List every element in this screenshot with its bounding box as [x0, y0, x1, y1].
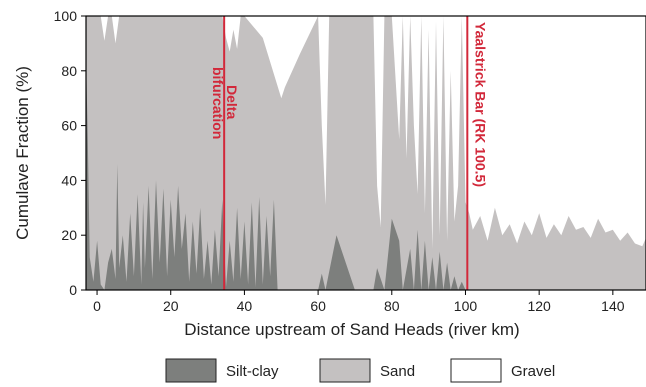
- annotation-1-line-1: Delta: [224, 85, 240, 119]
- x-axis: 0 20 40 60 80 100 120 140: [93, 290, 625, 314]
- legend: Silt-clay Sand Gravel: [165, 358, 555, 383]
- area-sand: [86, 16, 646, 290]
- y-tick-label: 20: [61, 227, 77, 243]
- legend-label-silt-clay: Silt-clay: [226, 363, 279, 380]
- legend-swatch-gravel: [450, 358, 502, 383]
- y-tick-label: 100: [54, 8, 78, 24]
- x-tick-label: 20: [163, 298, 179, 314]
- y-tick-label: 60: [61, 118, 77, 134]
- y-tick-label: 80: [61, 63, 77, 79]
- legend-label-gravel: Gravel: [511, 363, 555, 380]
- legend-swatch-silt-clay: [165, 358, 217, 383]
- plot-frame: [85, 15, 646, 291]
- area-layer: [86, 16, 646, 290]
- area-silt-clay: [86, 57, 646, 290]
- annotation-1-line-2: bifurcation: [210, 67, 226, 139]
- x-tick-label: 40: [237, 298, 253, 314]
- y-axis-title: Cumulave Fraction (%): [13, 66, 32, 240]
- x-tick-label: 0: [93, 298, 101, 314]
- legend-swatch-sand: [319, 358, 371, 383]
- x-tick-label: 100: [454, 298, 478, 314]
- x-tick-label: 80: [384, 298, 400, 314]
- y-tick-label: 0: [69, 282, 77, 298]
- legend-label-sand: Sand: [380, 363, 415, 380]
- x-axis-title: Distance upstream of Sand Heads (river k…: [184, 320, 519, 339]
- x-tick-label: 120: [527, 298, 551, 314]
- annotation-2: Yaalstrick Bar (RK 100.5): [472, 22, 488, 187]
- y-tick-label: 40: [61, 172, 77, 188]
- x-tick-label: 140: [601, 298, 625, 314]
- x-tick-label: 60: [310, 298, 326, 314]
- y-axis: 0 20 40 60 80 100: [54, 8, 86, 298]
